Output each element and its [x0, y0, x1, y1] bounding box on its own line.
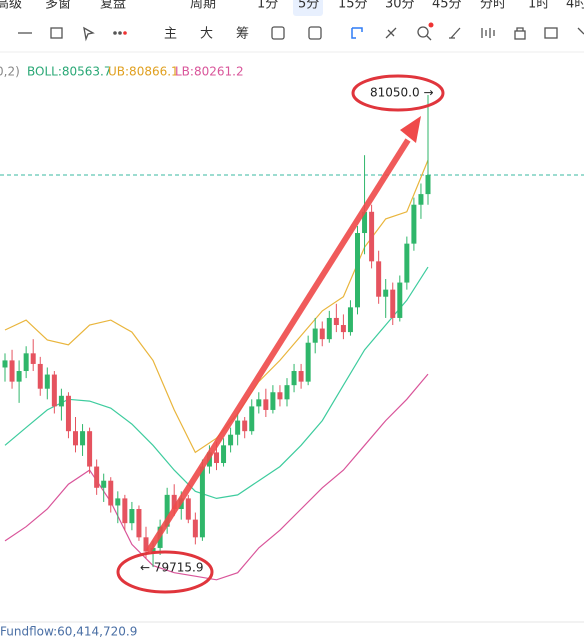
candle-body [65, 395, 71, 432]
chart-tool[interactable]: 主 [164, 27, 177, 42]
candle-body [326, 317, 332, 340]
candle-body [249, 406, 255, 432]
candle-body [418, 194, 424, 205]
toolbar-item[interactable]: 1时 [528, 0, 549, 12]
candle-body [383, 289, 389, 297]
trend-arrow [145, 138, 411, 554]
candle-body [376, 261, 382, 297]
toolbar-item[interactable]: 4时 [566, 0, 584, 12]
candle-body [221, 445, 227, 464]
candle-body [30, 353, 36, 364]
trend-arrow-head [400, 116, 421, 143]
toolbar-item[interactable]: 30分 [385, 0, 415, 12]
candle-body [108, 480, 114, 506]
toolbar-item[interactable]: 复盘 [100, 0, 126, 12]
candle-body [16, 371, 22, 382]
candle-body [390, 289, 396, 318]
high-label: 81050.0 → [370, 86, 434, 100]
candle-body [9, 360, 15, 382]
candle-body [37, 363, 43, 389]
candle-body [425, 175, 431, 195]
candle-body [256, 399, 262, 407]
tab-highlight [293, 0, 323, 16]
boll-value: BOLL:80563.7 [27, 65, 112, 79]
highlight-ellipse [351, 74, 445, 112]
candle-body [164, 494, 170, 527]
indicator-params: 0,2) [0, 65, 20, 79]
candle-body [369, 211, 375, 262]
ub-value: UB:80866.1 [108, 65, 179, 79]
candle-body [291, 371, 297, 386]
toolbar-item[interactable]: 1分 [257, 0, 278, 12]
toolbar-item[interactable]: 高级 [0, 0, 22, 12]
candle-body [171, 494, 177, 510]
toolbar-item[interactable]: 多窗 [45, 0, 71, 12]
candle-body [87, 431, 93, 467]
candle-body [23, 353, 29, 372]
candle-body [115, 498, 121, 506]
band-line [4, 373, 429, 581]
candle-body [129, 509, 135, 524]
drawing-tools[interactable] [18, 22, 584, 42]
candle-body [319, 328, 325, 340]
candle-body [80, 431, 86, 446]
chart-tool[interactable]: 筹 [236, 26, 249, 42]
candle-body [192, 519, 198, 538]
candle-body [235, 420, 241, 435]
candle-body [199, 466, 205, 538]
candle-body [411, 204, 417, 244]
candle-body [305, 342, 311, 382]
candle-body [242, 420, 248, 432]
candle-body [214, 452, 219, 464]
candle-body [136, 509, 142, 538]
toolbar-item[interactable]: 周期 [190, 0, 216, 12]
candle-body [312, 328, 318, 343]
candle-body [94, 466, 100, 488]
candle-body [333, 317, 339, 326]
candle-body [185, 498, 191, 520]
candle-body [263, 399, 269, 410]
candle-body [284, 385, 290, 400]
toolbar-item[interactable]: 15分 [338, 0, 368, 12]
candle-body [404, 243, 410, 283]
candle-body [73, 431, 78, 446]
candle-body [122, 498, 128, 524]
candle-body [228, 434, 234, 446]
low-label: ← 79715.9 [140, 561, 204, 575]
toolbar-item[interactable]: 45分 [432, 0, 462, 12]
candle-body [270, 392, 276, 410]
candle-body [143, 537, 149, 552]
toolbar-item[interactable]: 分时 [480, 0, 506, 12]
candle-body [298, 371, 304, 382]
candle-body [101, 480, 107, 488]
candle-body [347, 307, 353, 333]
fundflow-label: Fundflow:60,414,720.9 [0, 625, 137, 639]
band-line [4, 266, 429, 500]
candle-body [2, 360, 8, 368]
highlight-ellipse [116, 550, 214, 594]
candle-body [44, 374, 50, 389]
candle-body [51, 374, 57, 407]
candle-body [150, 547, 156, 552]
lb-value: LB:80261.2 [175, 65, 244, 79]
candle-body [397, 282, 403, 318]
plot [0, 95, 584, 581]
chart-tool[interactable]: 大 [200, 27, 213, 42]
candle-body [355, 233, 360, 308]
candle-body [340, 325, 346, 333]
candle-body [58, 395, 64, 407]
toolbar-item[interactable]: 5分 [298, 0, 319, 12]
candle-body [277, 392, 283, 400]
candle-body [362, 211, 368, 234]
